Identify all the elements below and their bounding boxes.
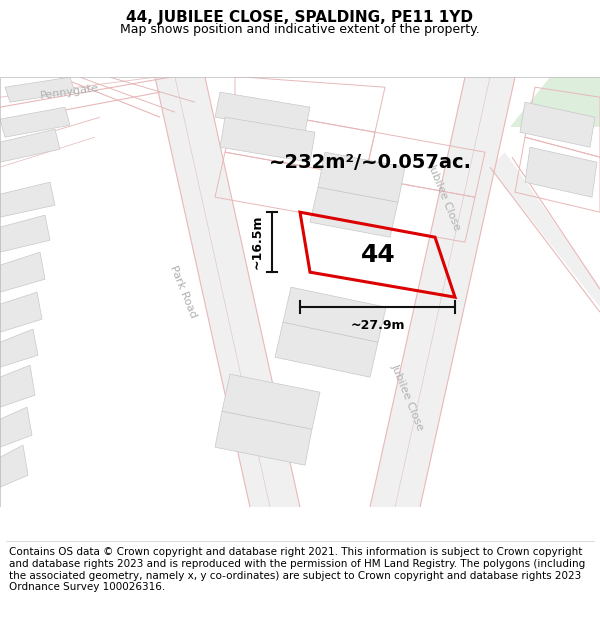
Polygon shape: [0, 129, 60, 162]
Polygon shape: [525, 147, 597, 198]
Polygon shape: [275, 322, 378, 377]
Polygon shape: [318, 152, 405, 202]
Text: Map shows position and indicative extent of the property.: Map shows position and indicative extent…: [120, 22, 480, 36]
Polygon shape: [0, 365, 35, 408]
Polygon shape: [155, 77, 270, 507]
Text: Contains OS data © Crown copyright and database right 2021. This information is : Contains OS data © Crown copyright and d…: [9, 548, 585, 592]
Polygon shape: [0, 182, 55, 217]
Polygon shape: [222, 374, 320, 429]
Polygon shape: [0, 215, 50, 252]
Polygon shape: [0, 408, 32, 447]
Polygon shape: [215, 411, 312, 465]
Polygon shape: [220, 118, 315, 162]
Polygon shape: [490, 152, 600, 307]
Polygon shape: [0, 107, 70, 137]
Polygon shape: [0, 445, 28, 488]
Polygon shape: [520, 102, 595, 147]
Polygon shape: [510, 77, 600, 128]
Polygon shape: [175, 77, 300, 507]
Text: Pennygate: Pennygate: [40, 83, 100, 101]
Text: ~27.9m: ~27.9m: [350, 319, 405, 332]
Polygon shape: [310, 188, 398, 237]
Polygon shape: [0, 77, 600, 507]
Text: ~16.5m: ~16.5m: [251, 215, 263, 269]
Text: 44, JUBILEE CLOSE, SPALDING, PE11 1YD: 44, JUBILEE CLOSE, SPALDING, PE11 1YD: [127, 10, 473, 25]
Polygon shape: [283, 288, 386, 342]
Polygon shape: [0, 329, 38, 367]
Text: ~232m²/~0.057ac.: ~232m²/~0.057ac.: [269, 152, 472, 172]
Polygon shape: [0, 292, 42, 332]
Polygon shape: [5, 77, 75, 102]
Text: Park Road: Park Road: [168, 264, 198, 320]
Polygon shape: [215, 92, 310, 132]
Text: Jubilee Close: Jubilee Close: [390, 362, 426, 432]
Polygon shape: [395, 77, 515, 507]
Polygon shape: [0, 252, 45, 292]
Polygon shape: [370, 77, 490, 507]
Text: Jubilee Close: Jubilee Close: [427, 162, 463, 232]
Text: 44: 44: [361, 243, 395, 268]
